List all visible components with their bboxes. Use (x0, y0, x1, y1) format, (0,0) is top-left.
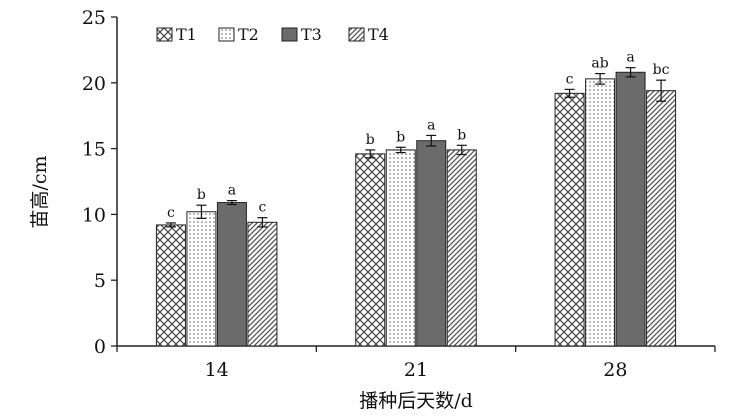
legend: T1 T2 T3 T4 (156, 25, 389, 44)
bar (155, 224, 186, 347)
legend-label: T3 (301, 25, 322, 44)
significance-label: b (366, 132, 375, 148)
x-axis-title: 播种后天数/d (359, 390, 473, 412)
y-tick-label: 5 (94, 270, 106, 292)
bar (247, 221, 278, 347)
legend-label: T4 (368, 25, 389, 44)
bar (385, 149, 416, 347)
significance-label: b (457, 127, 466, 143)
significance-label: ab (591, 56, 608, 72)
bar (416, 140, 447, 347)
significance-label: a (228, 183, 236, 199)
legend-swatch (156, 27, 173, 42)
legend-swatch (348, 27, 365, 42)
significance-label: c (258, 200, 266, 216)
legend-swatch (218, 27, 235, 42)
bar (216, 202, 247, 347)
y-ticks: 0 5 10 15 20 25 (82, 7, 117, 358)
significance-label: c (566, 71, 574, 87)
significance-label: a (626, 50, 634, 66)
legend-label: T2 (238, 25, 259, 44)
significance-label: b (396, 129, 405, 145)
significance-label: c (167, 205, 175, 221)
y-tick-label: 0 (94, 336, 106, 358)
bar (646, 90, 677, 347)
significance-label: bc (653, 62, 670, 78)
x-tick-label: 14 (205, 359, 229, 381)
y-tick-label: 15 (82, 139, 106, 161)
x-tick-label: 21 (404, 359, 428, 381)
y-tick-label: 20 (82, 73, 106, 95)
bar (186, 211, 217, 347)
axes (116, 17, 715, 347)
bar (554, 92, 585, 347)
significance-label: a (427, 117, 435, 133)
x-tick-label: 28 (603, 359, 627, 381)
x-ticks: 14 21 28 (116, 346, 716, 381)
y-tick-label: 10 (82, 204, 106, 226)
y-axis-title: 苗高/cm (29, 155, 51, 228)
bar (355, 153, 386, 347)
bar (446, 149, 477, 347)
bar (615, 71, 646, 347)
bar (585, 78, 616, 347)
legend-label: T1 (176, 25, 197, 44)
y-tick-label: 25 (82, 7, 106, 29)
significance-label: b (197, 187, 206, 203)
legend-swatch (281, 27, 298, 42)
